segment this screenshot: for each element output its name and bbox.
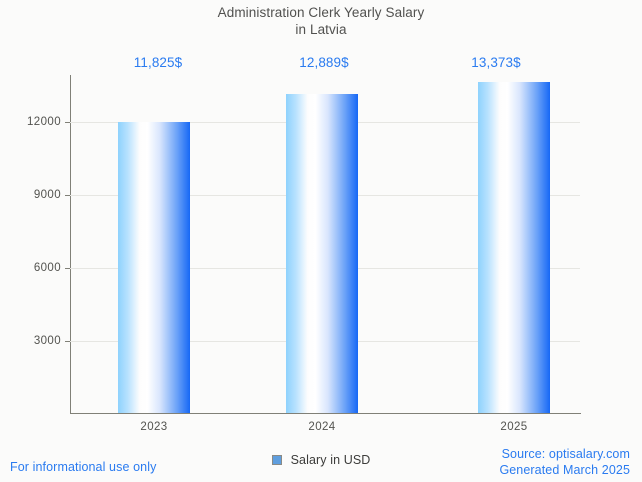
legend-item-salary-in-usd[interactable]: Salary in USD	[271, 453, 371, 467]
value-label-2024: 12,889$	[299, 55, 349, 70]
source-block: Source: optisalary.com Generated March 2…	[499, 446, 630, 478]
legend-swatch-icon	[271, 455, 282, 465]
value-label-2025: 13,373$	[471, 55, 521, 70]
y-tick-mark-12000	[65, 122, 70, 123]
legend-label-salary-in-usd: Salary in USD	[290, 453, 371, 467]
disclaimer-text: For informational use only	[10, 460, 157, 474]
y-tick-label-12000: 12000	[27, 116, 61, 128]
plot-area: 12000 9000 6000 3000	[27, 75, 580, 413]
x-tick-label-2023: 2023	[140, 421, 168, 433]
y-tick-mark-3000	[65, 341, 70, 342]
y-tick-mark-9000	[65, 195, 70, 196]
x-tick-label-2025: 2025	[500, 421, 528, 433]
value-label-2023: 11,825$	[133, 55, 183, 70]
source-text[interactable]: Source: optisalary.com	[501, 447, 630, 461]
y-tick-label-9000: 9000	[33, 189, 61, 201]
y-tick-label-6000: 6000	[33, 262, 61, 274]
x-tick-label-2024: 2024	[308, 421, 336, 433]
chart-title-line-1: Administration Clerk Yearly Salary	[217, 5, 425, 20]
bar-2023[interactable]	[118, 122, 190, 413]
y-tick-label-3000: 3000	[33, 335, 61, 347]
bar-2024[interactable]	[286, 94, 358, 413]
chart-legend: Salary in USD	[0, 453, 642, 467]
y-tick-mark-6000	[65, 268, 70, 269]
chart-title-line-2: in Latvia	[295, 22, 347, 37]
chart-title: Administration Clerk Yearly Salary in La…	[0, 4, 642, 38]
y-axis-line	[70, 75, 71, 414]
bar-2025[interactable]	[478, 82, 550, 413]
x-axis-line	[70, 413, 581, 414]
generated-date-text: Generated March 2025	[499, 463, 630, 477]
